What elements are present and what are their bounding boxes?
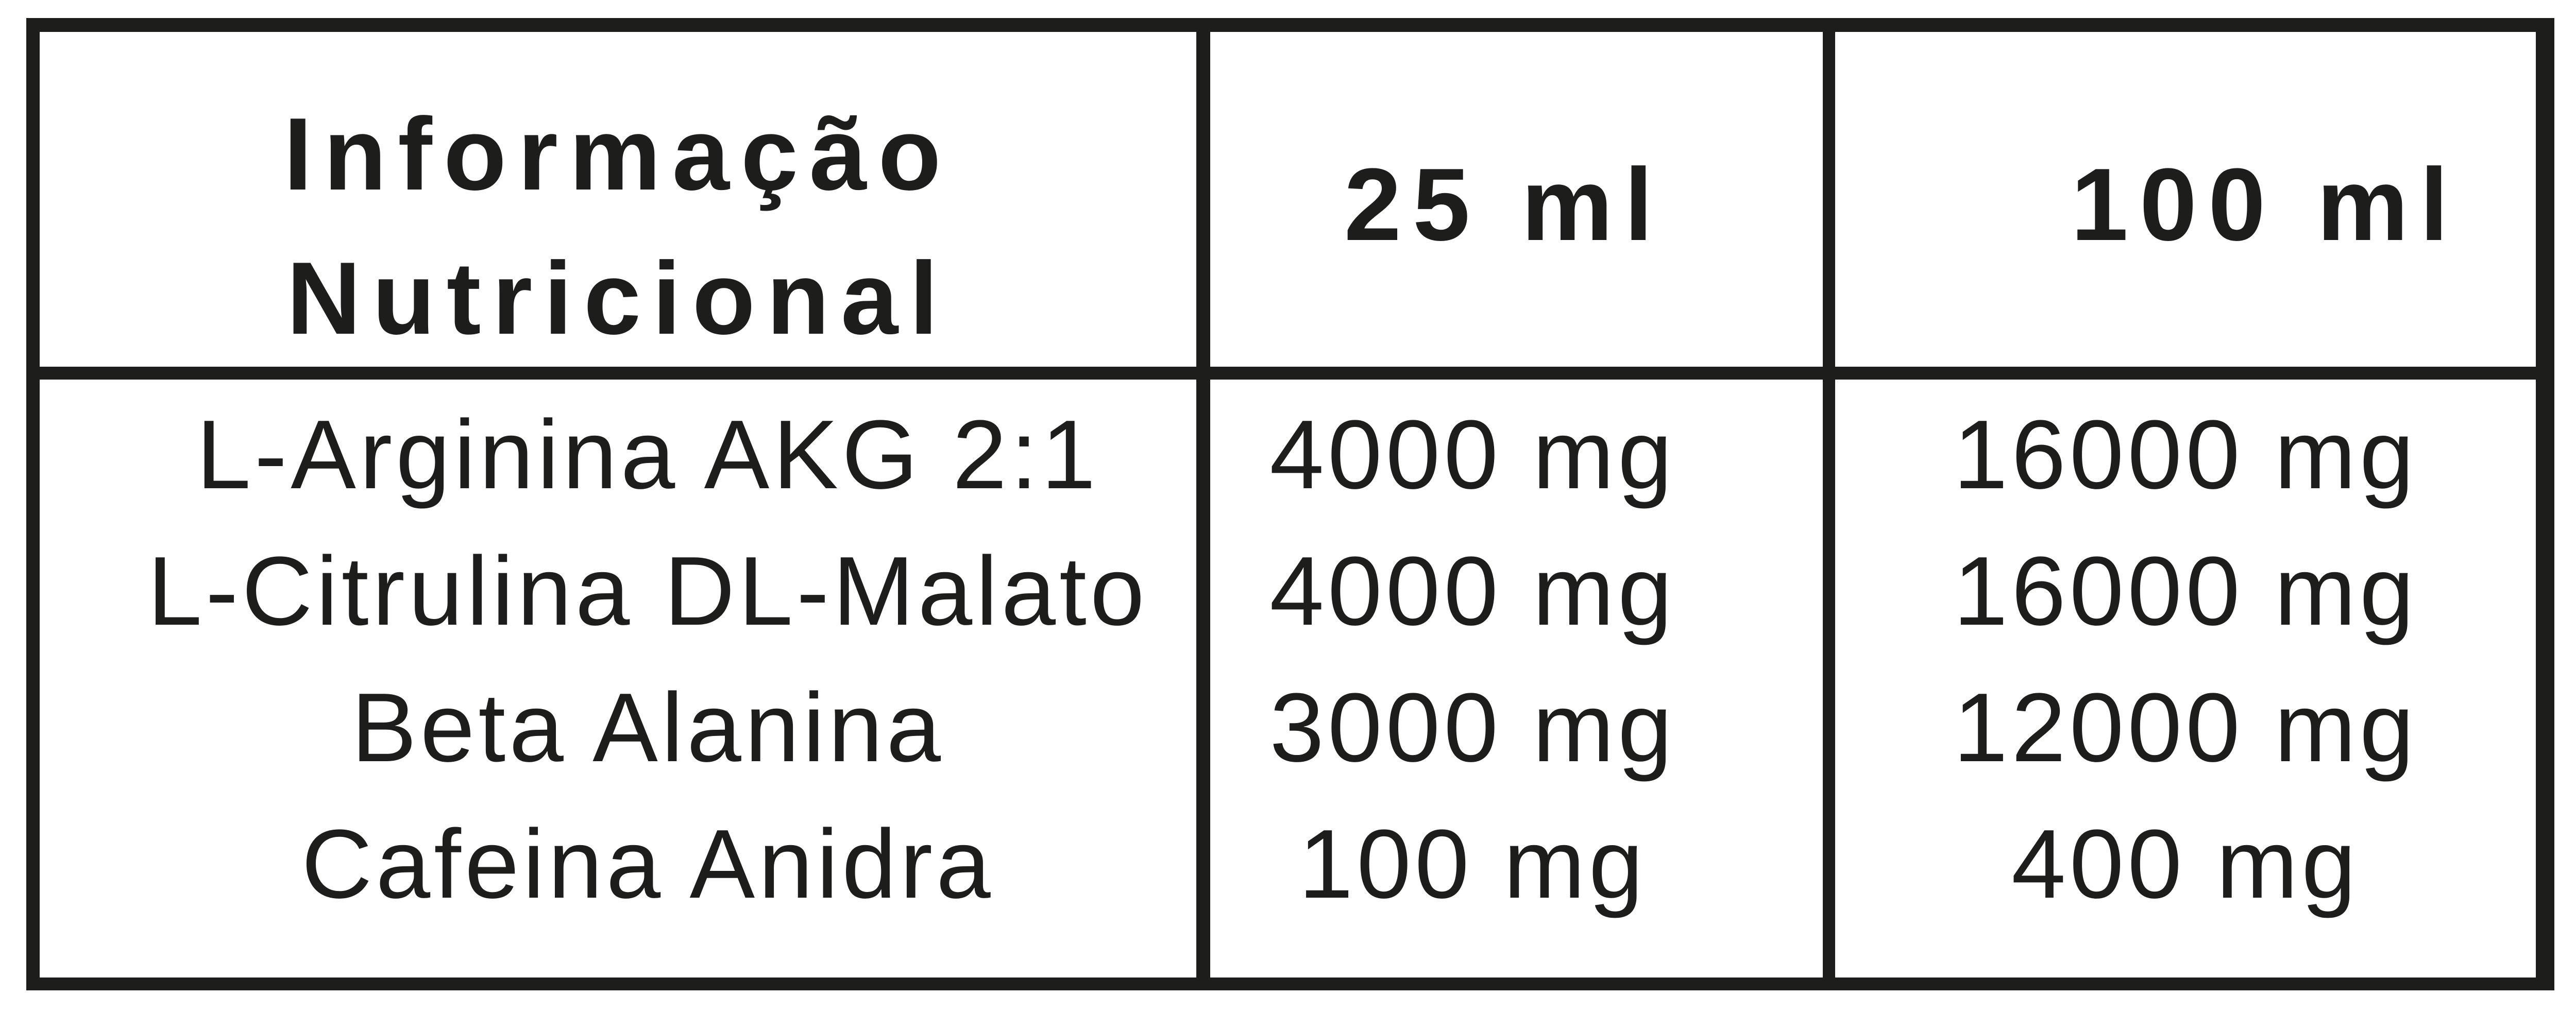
value-25ml: 100 mg	[1298, 810, 1647, 919]
column-divider-1	[1196, 32, 1210, 977]
ingredient-name: L-Citrulina DL-Malato	[147, 537, 1148, 646]
header-divider	[40, 367, 2536, 380]
title-line-2: Nutricional	[286, 241, 950, 356]
value-100ml: 12000 mg	[1953, 673, 2418, 782]
value-25ml: 4000 mg	[1269, 400, 1676, 509]
value-100ml: 16000 mg	[1953, 537, 2418, 646]
ingredient-name: Cafeina Anidra	[301, 810, 994, 919]
value-100ml: 400 mg	[2011, 810, 2360, 919]
ingredient-name: Beta Alanina	[351, 673, 944, 782]
header-cell-25ml: 25 ml	[1344, 147, 1665, 262]
values-100ml-column: 16000 mg 16000 mg 12000 mg 400 mg	[1835, 380, 2536, 977]
header-cell-100ml: 100 ml	[2071, 147, 2460, 262]
value-25ml: 3000 mg	[1269, 673, 1676, 782]
value-100ml: 16000 mg	[1953, 400, 2418, 509]
ingredient-name-column: L-Arginina AKG 2:1 L-Citrulina DL-Malato…	[40, 380, 1196, 977]
value-25ml: 4000 mg	[1269, 537, 1676, 646]
ingredient-name: L-Arginina AKG 2:1	[196, 400, 1099, 509]
header-cell-nutrition-info: Informação Nutricional	[40, 32, 1196, 367]
title-line-1: Informação	[283, 97, 953, 212]
values-25ml-column: 4000 mg 4000 mg 3000 mg 100 mg	[1210, 380, 1823, 977]
nutrition-table: Informação Nutricional 25 ml 100 ml L-Ar…	[26, 18, 2554, 990]
column-divider-2	[1823, 32, 1835, 977]
